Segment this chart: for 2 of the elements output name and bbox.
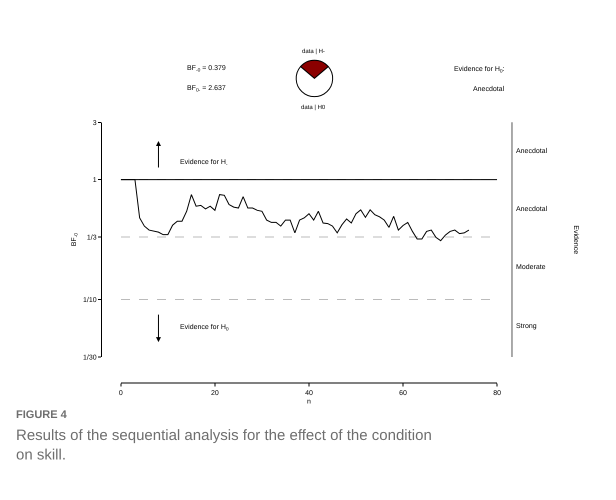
text: FIGURE 4 <box>16 409 68 421</box>
text: Results of the sequential analysis for the effect of the condition on skill. <box>16 427 432 464</box>
